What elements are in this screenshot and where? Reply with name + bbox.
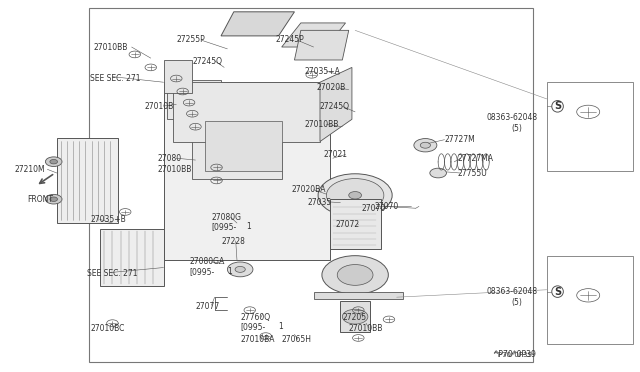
Text: 27020BA: 27020BA bbox=[291, 185, 326, 194]
Text: 27077: 27077 bbox=[195, 302, 220, 311]
Polygon shape bbox=[314, 292, 403, 299]
Text: [0995-: [0995- bbox=[211, 222, 237, 231]
Bar bbox=[89, 8, 532, 362]
Circle shape bbox=[227, 262, 253, 277]
Circle shape bbox=[414, 138, 437, 152]
Bar bbox=[57, 138, 118, 223]
Text: 27072: 27072 bbox=[336, 221, 360, 230]
Circle shape bbox=[235, 266, 245, 272]
Text: S: S bbox=[554, 101, 561, 111]
Bar bbox=[164, 82, 330, 260]
Text: 27010BB: 27010BB bbox=[304, 121, 339, 129]
Text: [0995-: [0995- bbox=[240, 322, 266, 331]
Text: 27245Q: 27245Q bbox=[320, 102, 350, 111]
Polygon shape bbox=[173, 82, 320, 141]
Circle shape bbox=[45, 157, 62, 167]
Text: 27035+A: 27035+A bbox=[304, 67, 340, 76]
Text: (5): (5) bbox=[511, 298, 522, 307]
Text: 08363-62048: 08363-62048 bbox=[486, 113, 537, 122]
Text: 27080GA: 27080GA bbox=[189, 257, 225, 266]
Circle shape bbox=[420, 142, 431, 148]
Text: 27080G: 27080G bbox=[211, 213, 241, 222]
Text: 27010BC: 27010BC bbox=[90, 324, 124, 333]
Circle shape bbox=[342, 309, 368, 324]
Bar bbox=[100, 229, 164, 286]
Bar bbox=[205, 121, 282, 171]
Bar bbox=[547, 256, 633, 343]
Text: 27010BB: 27010BB bbox=[157, 165, 191, 174]
Text: 27010BA: 27010BA bbox=[240, 335, 275, 344]
Text: SEE SEC. 271: SEE SEC. 271 bbox=[90, 74, 141, 83]
Polygon shape bbox=[164, 60, 192, 93]
Polygon shape bbox=[282, 23, 346, 47]
Text: 27210M: 27210M bbox=[15, 165, 45, 174]
Text: 27010BB: 27010BB bbox=[349, 324, 383, 333]
Circle shape bbox=[318, 174, 392, 217]
Text: 27065H: 27065H bbox=[282, 335, 312, 344]
Text: 1: 1 bbox=[227, 267, 232, 276]
Text: 27080: 27080 bbox=[157, 154, 181, 163]
Text: 27245Q: 27245Q bbox=[192, 57, 222, 66]
Text: 08363-62048: 08363-62048 bbox=[486, 287, 537, 296]
Text: 27727M: 27727M bbox=[445, 135, 476, 144]
Text: SEE SEC. 271: SEE SEC. 271 bbox=[87, 269, 138, 278]
Text: ^P70*0P39: ^P70*0P39 bbox=[492, 352, 532, 357]
Text: (5): (5) bbox=[511, 124, 522, 133]
Bar bbox=[340, 301, 370, 333]
Circle shape bbox=[45, 195, 62, 204]
Circle shape bbox=[50, 197, 58, 201]
Text: 27760Q: 27760Q bbox=[240, 313, 270, 322]
Text: 27035: 27035 bbox=[307, 198, 332, 207]
Text: S: S bbox=[554, 286, 561, 296]
Circle shape bbox=[326, 179, 384, 212]
Polygon shape bbox=[294, 31, 349, 60]
Circle shape bbox=[349, 192, 362, 199]
Text: 27755U: 27755U bbox=[458, 169, 487, 177]
Text: [0995-: [0995- bbox=[189, 267, 214, 276]
Text: 27035+B: 27035+B bbox=[90, 215, 126, 224]
Text: 1: 1 bbox=[246, 222, 252, 231]
Bar bbox=[330, 199, 381, 249]
Polygon shape bbox=[221, 12, 294, 36]
Polygon shape bbox=[320, 67, 352, 141]
Text: 27255P: 27255P bbox=[176, 35, 205, 44]
Text: 27727MA: 27727MA bbox=[458, 154, 493, 163]
Text: 27245P: 27245P bbox=[275, 35, 304, 44]
Text: 27228: 27228 bbox=[221, 237, 245, 246]
Text: 27070: 27070 bbox=[374, 202, 399, 211]
Text: 27010BB: 27010BB bbox=[93, 42, 127, 51]
Text: 27205: 27205 bbox=[342, 313, 367, 322]
Text: 27020B: 27020B bbox=[317, 83, 346, 92]
Bar bbox=[192, 108, 282, 179]
Circle shape bbox=[430, 168, 447, 178]
Text: 27021: 27021 bbox=[323, 150, 347, 159]
Circle shape bbox=[322, 256, 388, 294]
Text: FRONT: FRONT bbox=[28, 195, 53, 204]
Text: 1: 1 bbox=[278, 322, 284, 331]
Text: 27070: 27070 bbox=[362, 204, 386, 213]
Bar bbox=[167, 80, 221, 119]
Bar bbox=[547, 82, 633, 171]
Circle shape bbox=[50, 160, 58, 164]
Text: ^P70*0P39: ^P70*0P39 bbox=[492, 350, 536, 359]
Text: 27010B: 27010B bbox=[145, 102, 173, 111]
Circle shape bbox=[337, 264, 373, 285]
